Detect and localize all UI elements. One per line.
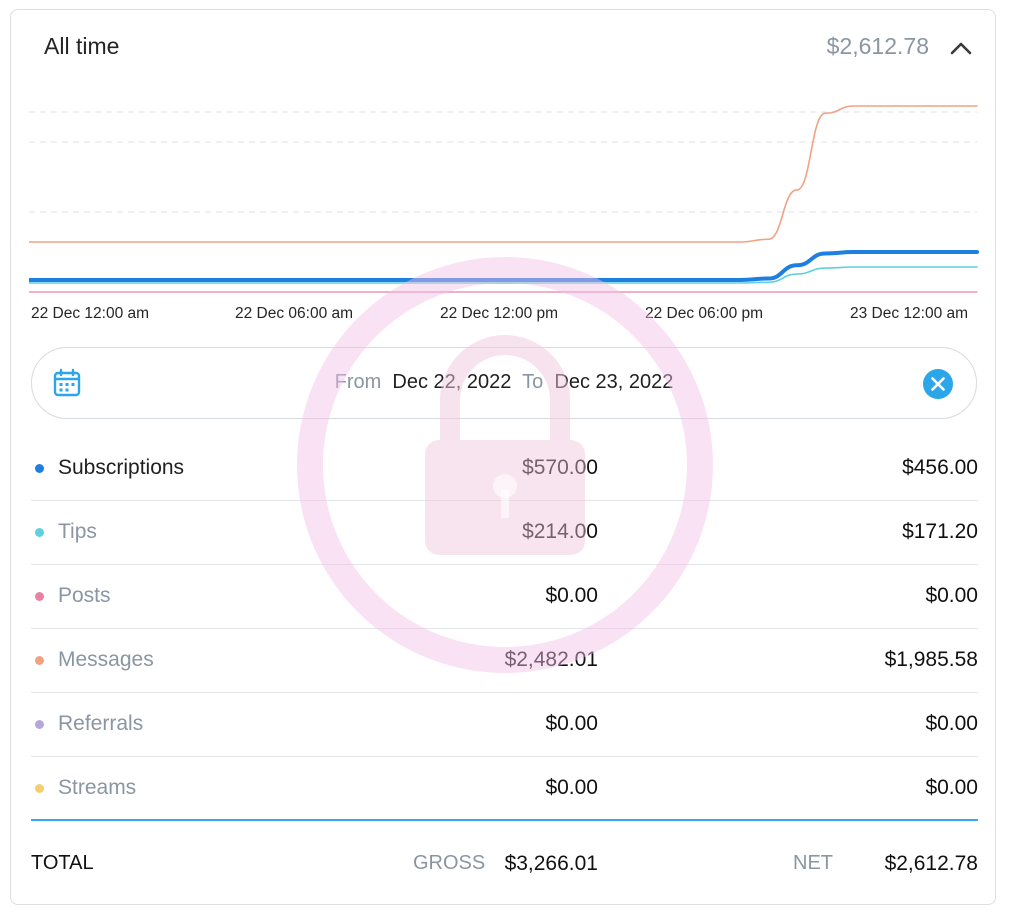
row-gross: $0.00: [545, 584, 598, 607]
calendar-icon: [53, 368, 81, 397]
earnings-row-referrals[interactable]: Referrals $0.00 $0.00: [31, 693, 978, 757]
close-circle-icon: [923, 369, 953, 399]
x-tick-label: 22 Dec 06:00 am: [235, 305, 354, 322]
date-range-picker[interactable]: From Dec 22, 2022 To Dec 23, 2022: [31, 347, 977, 419]
row-net: $171.20: [902, 520, 978, 543]
x-tick-label: 22 Dec 12:00 am: [31, 305, 150, 322]
series-dot-icon: [35, 784, 44, 793]
series-dot-icon: [35, 592, 44, 601]
row-label: Referrals: [58, 712, 144, 735]
period-title: All time: [44, 33, 120, 59]
row-net: $1,985.58: [884, 648, 978, 671]
series-line-messages: [29, 105, 978, 243]
to-label: To: [522, 371, 544, 393]
row-net: $0.00: [925, 712, 978, 735]
net-total: $2,612.78: [884, 852, 978, 875]
x-tick-label: 22 Dec 12:00 pm: [440, 305, 559, 322]
x-tick-label: 23 Dec 12:00 am: [850, 305, 969, 322]
clear-date-button[interactable]: [922, 368, 954, 400]
row-net: $0.00: [925, 584, 978, 607]
row-label: Messages: [58, 648, 154, 671]
earnings-row-subscriptions[interactable]: Subscriptions $570.00 $456.00: [31, 437, 978, 501]
net-label: NET: [793, 852, 833, 874]
row-gross: $214.00: [522, 520, 598, 543]
total-row: TOTAL GROSS $3,266.01 NET $2,612.78: [31, 832, 978, 892]
chevron-up-icon: [950, 42, 972, 55]
date-range-text: From Dec 22, 2022 To Dec 23, 2022: [32, 371, 976, 394]
row-gross: $0.00: [545, 776, 598, 799]
row-label: Posts: [58, 584, 111, 607]
total-label: TOTAL: [31, 852, 94, 874]
series-dot-icon: [35, 464, 44, 473]
series-line-tips: [29, 266, 978, 284]
series-line-subscriptions: [29, 249, 979, 283]
series-dot-icon: [35, 720, 44, 729]
earnings-row-messages[interactable]: Messages $2,482.01 $1,985.58: [31, 629, 978, 693]
from-date[interactable]: Dec 22, 2022: [392, 371, 512, 393]
row-gross: $2,482.01: [504, 648, 598, 671]
to-date[interactable]: Dec 23, 2022: [554, 371, 674, 393]
row-label: Tips: [58, 520, 97, 543]
gross-total: $3,266.01: [504, 852, 598, 875]
gross-label: GROSS: [413, 852, 486, 874]
from-label: From: [334, 371, 382, 393]
row-gross: $0.00: [545, 712, 598, 735]
earnings-card: All time $2,612.78 22 Dec 12:00 am 22 De…: [10, 9, 996, 905]
earnings-line-chart: [29, 105, 979, 293]
earnings-row-tips[interactable]: Tips $214.00 $171.20: [31, 501, 978, 565]
row-net: $0.00: [925, 776, 978, 799]
earnings-row-posts[interactable]: Posts $0.00 $0.00: [31, 565, 978, 629]
earnings-row-streams[interactable]: Streams $0.00 $0.00: [31, 757, 978, 821]
x-tick-label: 22 Dec 06:00 pm: [645, 305, 764, 322]
row-gross: $570.00: [522, 456, 598, 479]
period-total: $2,612.78: [826, 33, 929, 59]
row-label: Streams: [58, 776, 137, 799]
row-net: $456.00: [902, 456, 978, 479]
row-label: Subscriptions: [58, 456, 185, 479]
collapse-button[interactable]: [945, 32, 977, 64]
series-dot-icon: [35, 656, 44, 665]
series-dot-icon: [35, 528, 44, 537]
calendar-button[interactable]: [50, 366, 84, 400]
card-header[interactable]: All time $2,612.78: [11, 10, 995, 84]
